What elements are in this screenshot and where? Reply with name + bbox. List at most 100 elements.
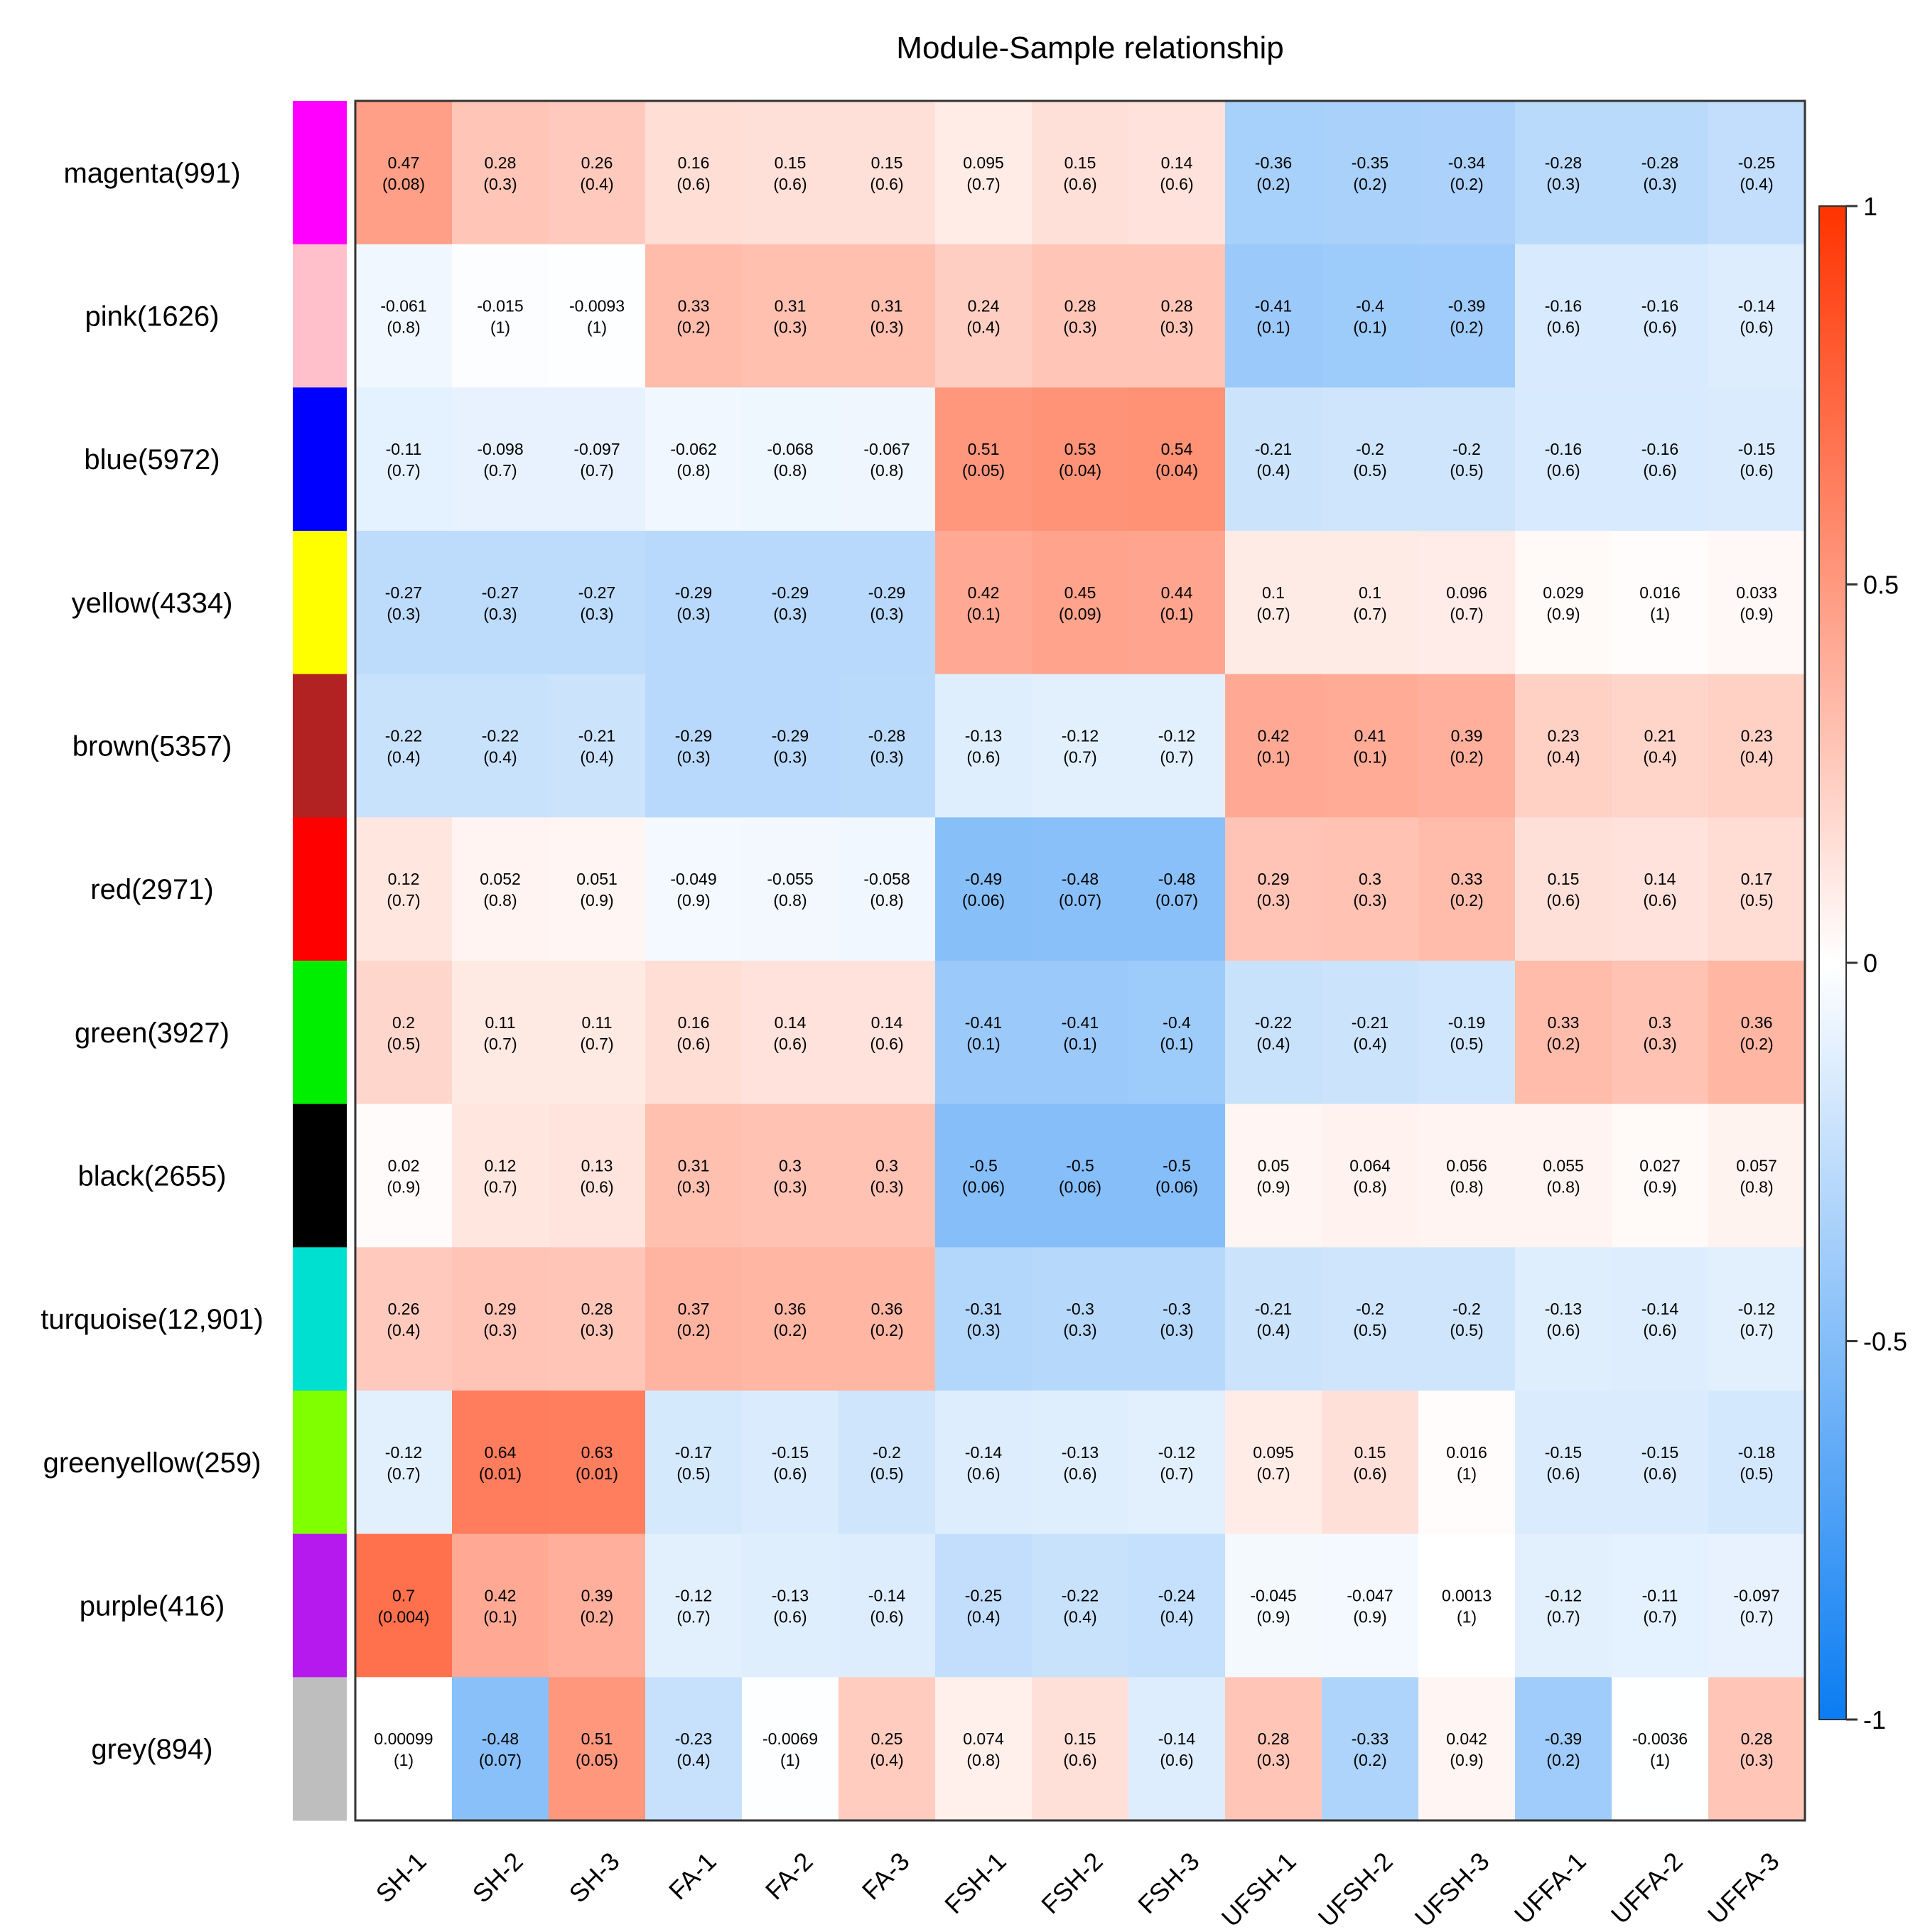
cell-correlation: 0.28	[1741, 1729, 1773, 1748]
colorbar-gradient	[1818, 205, 1847, 1720]
heatmap-cell	[549, 244, 646, 388]
cell-correlation: 0.14	[775, 1013, 807, 1032]
cell-pvalue: (0.3)	[1353, 891, 1386, 910]
heatmap-cell	[1708, 1677, 1806, 1821]
heatmap-cell	[1418, 387, 1516, 531]
cell-correlation: -0.3	[1066, 1300, 1094, 1318]
cell-correlation: -0.48	[482, 1729, 519, 1748]
heatmap-cell	[1708, 1391, 1806, 1535]
heatmap-cell	[452, 674, 549, 818]
cell-pvalue: (0.7)	[1160, 748, 1193, 767]
heatmap-cell	[452, 531, 549, 675]
cell-pvalue: (0.8)	[966, 1751, 1000, 1769]
heatmap-cell	[452, 961, 549, 1105]
heatmap-cell	[1128, 1391, 1226, 1535]
cell-pvalue: (0.5)	[1450, 1035, 1483, 1053]
cell-correlation: 0.63	[581, 1443, 613, 1462]
cell-pvalue: (0.6)	[1643, 318, 1676, 337]
cell-correlation: 0.095	[1253, 1443, 1294, 1462]
cell-pvalue: (0.9)	[1256, 1608, 1290, 1626]
heatmap-cell	[742, 674, 839, 818]
cell-correlation: -0.2	[1356, 1300, 1384, 1318]
cell-pvalue: (0.2)	[580, 1608, 613, 1626]
cell-pvalue: (0.6)	[773, 175, 807, 193]
module-color-strip	[293, 387, 347, 531]
cell-pvalue: (0.6)	[1160, 1751, 1193, 1769]
cell-pvalue: (0.9)	[676, 891, 710, 910]
cell-pvalue: (0.9)	[1450, 1751, 1483, 1769]
cell-correlation: 0.0013	[1442, 1587, 1492, 1605]
colorbar-tick-label: 0.5	[1863, 571, 1899, 600]
cell-correlation: -0.2	[1356, 440, 1384, 458]
row-label: magenta(991)	[63, 158, 240, 189]
cell-correlation: 0.027	[1639, 1157, 1681, 1175]
heatmap-cell	[1612, 1391, 1709, 1535]
heatmap-cell	[839, 244, 936, 388]
heatmap-cell	[1225, 1103, 1322, 1248]
cell-pvalue: (0.3)	[1256, 891, 1290, 910]
cell-correlation: 0.51	[968, 440, 1000, 458]
cell-correlation: -0.27	[482, 583, 519, 602]
cell-correlation: -0.12	[1158, 727, 1195, 745]
column-label: UFSH-2	[1312, 1847, 1398, 1932]
cell-pvalue: (0.3)	[483, 605, 517, 623]
heatmap-cell	[1515, 674, 1612, 818]
cell-correlation: 0.12	[388, 870, 420, 888]
heatmap-cell	[645, 1533, 743, 1678]
module-color-strip	[293, 1391, 347, 1535]
cell-correlation: 0.056	[1446, 1157, 1487, 1175]
cell-correlation: -0.098	[477, 440, 523, 458]
cell-correlation: 0.2	[392, 1013, 415, 1032]
heatmap-cell	[1032, 387, 1129, 531]
cell-pvalue: (0.1)	[1160, 1035, 1193, 1053]
heatmap-cell	[935, 1103, 1033, 1248]
cell-pvalue: (0.4)	[387, 1321, 420, 1339]
cell-pvalue: (0.3)	[1643, 1035, 1676, 1053]
cell-pvalue: (0.01)	[576, 1464, 618, 1483]
heatmap-cell	[1708, 101, 1806, 245]
cell-pvalue: (0.1)	[1256, 318, 1290, 337]
heatmap-cell	[645, 1677, 743, 1821]
module-color-strip	[293, 244, 347, 388]
cell-correlation: -0.11	[1642, 1587, 1678, 1605]
heatmap-cell	[1515, 531, 1612, 675]
cell-correlation: 0.096	[1446, 583, 1487, 602]
cell-correlation: -0.19	[1448, 1013, 1485, 1032]
cell-pvalue: (1)	[1650, 605, 1670, 623]
heatmap-cell	[549, 1103, 646, 1248]
heatmap-cell	[645, 1103, 743, 1248]
module-color-strip	[293, 961, 347, 1105]
module-color-strip	[293, 531, 347, 675]
cell-correlation: 0.1	[1262, 583, 1285, 602]
heatmap-cell	[452, 1391, 549, 1535]
cell-pvalue: (0.6)	[966, 1464, 1000, 1483]
heatmap-cell	[1515, 1103, 1612, 1248]
cell-correlation: 0.057	[1736, 1157, 1777, 1175]
heatmap-cell	[935, 1677, 1033, 1821]
cell-pvalue: (0.3)	[1546, 175, 1580, 193]
cell-pvalue: (0.6)	[1546, 318, 1580, 337]
cell-correlation: 0.29	[485, 1300, 517, 1318]
cell-pvalue: (0.2)	[676, 1321, 710, 1339]
cell-pvalue: (0.7)	[1450, 605, 1483, 623]
cell-correlation: 0.42	[968, 583, 1000, 602]
module-color-strip	[293, 1103, 347, 1248]
heatmap-cell	[1128, 101, 1226, 245]
cell-pvalue: (1)	[1650, 1751, 1670, 1769]
cell-correlation: 0.15	[871, 153, 903, 172]
row-label: blue(5972)	[84, 444, 220, 475]
cell-pvalue: (0.4)	[483, 748, 517, 767]
column-label: SH-2	[467, 1847, 529, 1909]
heatmap-cell	[1418, 1103, 1516, 1248]
cell-correlation: 0.45	[1064, 583, 1096, 602]
heatmap-cell	[1322, 1533, 1419, 1678]
cell-pvalue: (0.4)	[966, 318, 1000, 337]
heatmap-cell	[839, 961, 936, 1105]
cell-correlation: 0.11	[485, 1013, 515, 1032]
column-label: UFFA-1	[1509, 1847, 1592, 1930]
heatmap-cell	[1612, 1103, 1709, 1248]
cell-pvalue: (0.8)	[483, 891, 517, 910]
cell-pvalue: (0.6)	[1063, 175, 1096, 193]
cell-correlation: -0.41	[1255, 297, 1292, 315]
cell-correlation: -0.35	[1352, 153, 1389, 172]
